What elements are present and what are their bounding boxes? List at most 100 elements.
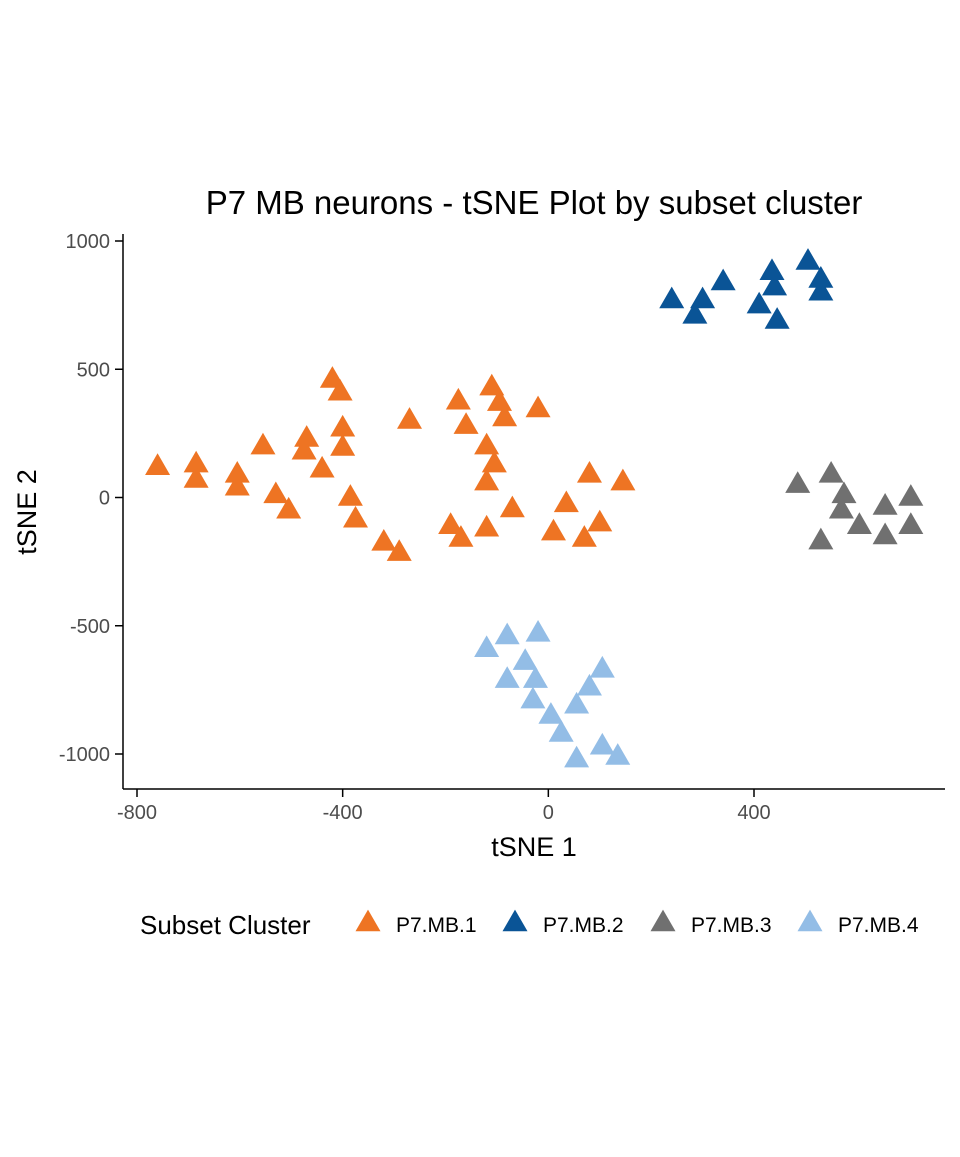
y-tick-label: -500 bbox=[70, 616, 110, 638]
data-point-p7-mb-3-2 bbox=[831, 481, 857, 504]
data-point-p7-mb-3-9 bbox=[898, 512, 924, 534]
data-point-p7-mb-1-18 bbox=[386, 539, 412, 561]
data-point-p7-mb-1-10 bbox=[309, 455, 335, 478]
data-point-p7-mb-1-15 bbox=[337, 484, 363, 506]
data-point-p7-mb-4-12 bbox=[589, 655, 615, 678]
data-point-p7-mb-1-3 bbox=[224, 460, 250, 483]
data-point-p7-mb-2-6 bbox=[762, 273, 788, 296]
legend-key-p7-mb-2 bbox=[502, 909, 528, 932]
data-point-p7-mb-1-23 bbox=[448, 525, 474, 547]
y-axis-label: tSNE 2 bbox=[12, 469, 42, 555]
data-point-p7-mb-4-4 bbox=[525, 620, 551, 642]
legend-title: Subset Cluster bbox=[140, 910, 311, 940]
data-point-p7-mb-1-34 bbox=[553, 490, 579, 513]
legend-key-p7-mb-3 bbox=[650, 909, 676, 932]
data-point-p7-mb-2-10 bbox=[808, 278, 834, 301]
data-point-p7-mb-4-3 bbox=[512, 648, 538, 670]
data-point-p7-mb-1-32 bbox=[525, 395, 551, 418]
data-point-p7-mb-1-2 bbox=[183, 466, 209, 488]
data-point-p7-mb-1-35 bbox=[571, 525, 597, 547]
legend-key-p7-mb-1 bbox=[355, 909, 381, 932]
y-tick-label: 500 bbox=[77, 359, 110, 381]
data-point-p7-mb-1-14 bbox=[330, 434, 356, 456]
data-point-p7-mb-1-9 bbox=[291, 437, 317, 460]
legend-label-p7-mb-2: P7.MB.2 bbox=[543, 914, 624, 937]
x-tick-label: -400 bbox=[323, 802, 363, 824]
data-point-p7-mb-4-2 bbox=[494, 666, 520, 688]
axis-ticks: -800 -400 0 400 1000 500 0 -500 -1000 bbox=[59, 231, 771, 824]
data-point-p7-mb-1-30 bbox=[474, 514, 500, 537]
data-point-p7-mb-3-5 bbox=[846, 512, 872, 534]
data-point-p7-mb-4-8 bbox=[548, 720, 574, 742]
data-point-p7-mb-4-14 bbox=[605, 743, 631, 765]
data-point-p7-mb-2-8 bbox=[795, 248, 821, 270]
data-point-p7-mb-3-0 bbox=[785, 471, 811, 493]
data-point-p7-mb-4-5 bbox=[520, 686, 546, 709]
data-point-p7-mb-1-7 bbox=[276, 496, 302, 519]
data-point-p7-mb-1-21 bbox=[453, 412, 479, 434]
data-point-p7-mb-2-4 bbox=[746, 291, 772, 314]
x-tick-label: -800 bbox=[117, 802, 157, 824]
data-point-p7-mb-3-4 bbox=[808, 527, 834, 550]
data-point-p7-mb-1-29 bbox=[474, 468, 500, 491]
data-point-p7-mb-2-3 bbox=[710, 268, 736, 291]
data-point-p7-mb-1-37 bbox=[587, 509, 613, 532]
data-point-p7-mb-1-19 bbox=[397, 407, 423, 429]
data-point-p7-mb-1-8 bbox=[294, 425, 320, 447]
data-point-p7-mb-1-22 bbox=[438, 512, 464, 534]
data-point-p7-mb-3-8 bbox=[898, 484, 924, 506]
data-point-p7-mb-4-10 bbox=[564, 691, 590, 714]
data-point-p7-mb-1-20 bbox=[445, 387, 471, 410]
data-point-p7-mb-4-6 bbox=[522, 666, 548, 688]
data-point-p7-mb-2-1 bbox=[682, 301, 708, 324]
data-point-p7-mb-1-17 bbox=[371, 528, 397, 551]
chart-title: P7 MB neurons - tSNE Plot by subset clus… bbox=[206, 184, 863, 221]
data-point-p7-mb-4-13 bbox=[589, 732, 615, 755]
data-point-p7-mb-2-9 bbox=[808, 266, 834, 288]
data-point-p7-mb-2-5 bbox=[759, 258, 785, 281]
data-point-p7-mb-1-27 bbox=[474, 432, 500, 455]
data-point-p7-mb-1-12 bbox=[327, 378, 353, 401]
legend-label-p7-mb-1: P7.MB.1 bbox=[396, 914, 477, 937]
x-tick-label: 0 bbox=[543, 802, 554, 824]
data-point-p7-mb-1-24 bbox=[479, 373, 505, 396]
data-point-p7-mb-4-11 bbox=[576, 673, 602, 696]
data-point-p7-mb-3-7 bbox=[872, 522, 898, 545]
legend-label-p7-mb-4: P7.MB.4 bbox=[838, 914, 919, 937]
y-tick-label: -1000 bbox=[59, 744, 110, 766]
data-point-p7-mb-1-31 bbox=[499, 495, 525, 518]
legend-label-p7-mb-3: P7.MB.3 bbox=[691, 914, 772, 937]
data-point-p7-mb-1-26 bbox=[492, 404, 518, 427]
data-point-p7-mb-1-33 bbox=[540, 518, 566, 541]
data-point-p7-mb-2-2 bbox=[690, 286, 716, 309]
data-point-p7-mb-1-1 bbox=[183, 450, 209, 473]
x-axis-label: tSNE 1 bbox=[491, 832, 577, 862]
data-point-p7-mb-3-1 bbox=[818, 460, 844, 483]
data-point-p7-mb-3-3 bbox=[828, 496, 854, 519]
plot-points bbox=[145, 248, 924, 768]
data-point-p7-mb-3-6 bbox=[872, 493, 898, 515]
data-point-p7-mb-4-7 bbox=[538, 702, 564, 724]
data-point-p7-mb-1-16 bbox=[343, 505, 369, 528]
legend-key-p7-mb-4 bbox=[797, 909, 823, 932]
data-point-p7-mb-1-36 bbox=[576, 460, 602, 483]
data-point-p7-mb-1-0 bbox=[145, 453, 171, 475]
data-point-p7-mb-4-9 bbox=[564, 745, 590, 768]
data-point-p7-mb-4-1 bbox=[494, 622, 520, 645]
data-point-p7-mb-2-7 bbox=[764, 307, 790, 329]
y-tick-label: 0 bbox=[99, 488, 110, 510]
data-point-p7-mb-2-0 bbox=[659, 286, 685, 309]
data-point-p7-mb-1-38 bbox=[610, 468, 636, 491]
data-point-p7-mb-1-6 bbox=[263, 481, 289, 504]
x-tick-label: 400 bbox=[737, 802, 770, 824]
data-point-p7-mb-1-28 bbox=[481, 450, 507, 473]
data-point-p7-mb-1-13 bbox=[330, 414, 356, 437]
data-point-p7-mb-1-4 bbox=[224, 473, 250, 496]
axes bbox=[122, 234, 945, 790]
data-point-p7-mb-1-5 bbox=[250, 432, 276, 455]
y-tick-label: 1000 bbox=[66, 231, 111, 253]
data-point-p7-mb-4-0 bbox=[474, 635, 500, 658]
data-point-p7-mb-1-25 bbox=[486, 389, 512, 411]
